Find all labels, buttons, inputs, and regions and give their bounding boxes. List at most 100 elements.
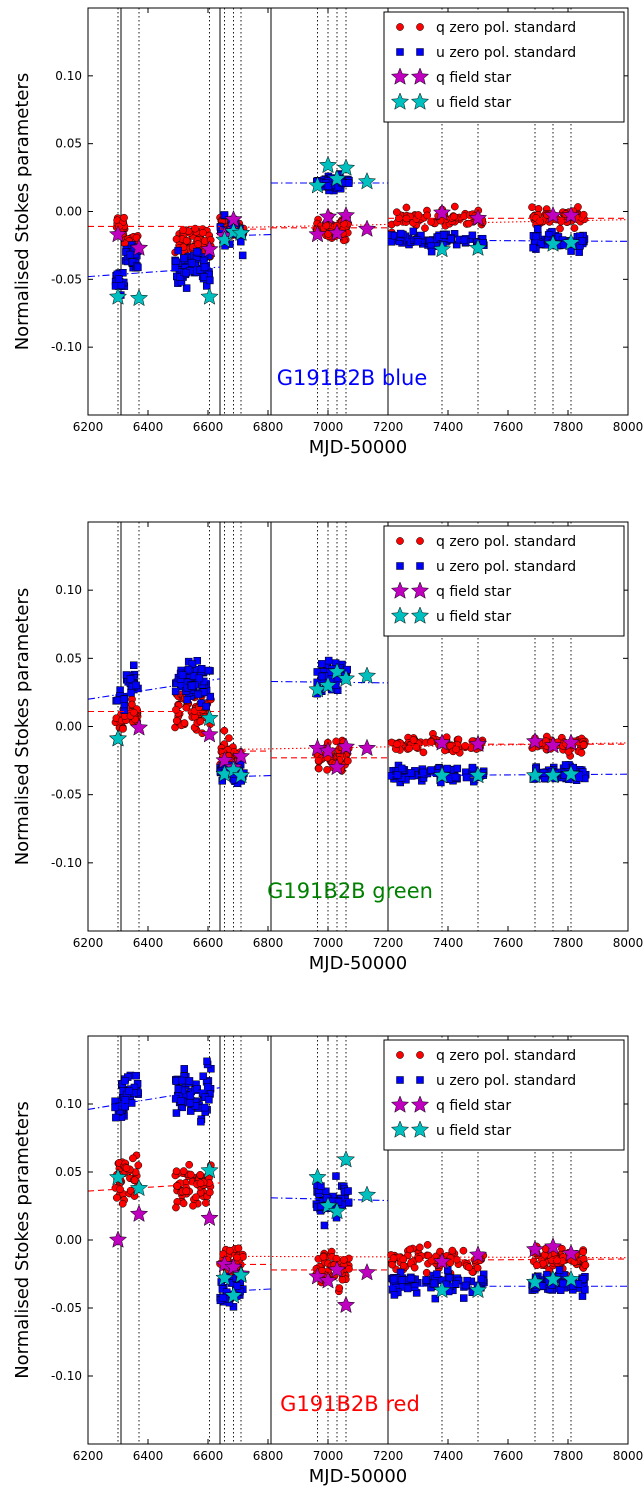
u-field-star [215,1268,234,1286]
u-standard-point [132,1071,140,1080]
u-field-star [468,1280,488,1299]
q-standard-point [185,1160,194,1169]
panel-label: G191B2B blue [277,366,428,390]
u-standard-point [121,1096,130,1104]
q-standard-point [557,217,565,226]
u-field-star [525,765,545,784]
y-axis-label: Normalised Stokes parameters [12,588,33,866]
q-field-star [200,725,219,743]
q-standard-point [465,1263,473,1272]
q-standard-point [579,1248,588,1256]
u-field-star [108,729,128,747]
panel-label: G191B2B green [267,879,433,903]
u-standard-point [125,1087,133,1096]
q-standard-point [182,703,191,712]
u-field-star [129,1178,149,1197]
q-standard-point [323,766,331,774]
u-standard-point [121,1076,129,1085]
legend-u-marker [416,48,424,56]
q-field-star [543,205,563,224]
legend-u-star-marker [390,606,410,624]
u-standard-point [199,1072,207,1080]
legend-q-marker [416,1051,424,1059]
x-axis-label: MJD-50000 [309,1466,407,1487]
q-field-star [357,219,377,237]
u-standard-point [182,284,191,292]
panel-2: 6200 6400 6600 6800 7000 7200 7400 7600 7800 8000… [12,521,643,974]
q-field-star [129,718,149,736]
u-field-star [432,765,452,784]
u-standard-point [447,235,455,243]
u-standard-point [575,248,583,256]
u-standard-point [443,764,451,773]
q-field-star [468,734,488,753]
q-standard-point [179,1199,188,1208]
x-tick-label: 7800 [553,936,584,950]
y-tick-label: -0.10 [51,340,82,354]
x-tick-label: 7400 [433,1449,464,1463]
x-tick-label: 6800 [253,420,284,434]
y-tick-label: -0.05 [51,788,82,802]
plot-area [88,522,628,931]
legend-u-star-marker [410,92,430,110]
u-field-star [561,233,581,251]
q-standard-point [448,1246,457,1255]
q-field-star [543,735,563,754]
q-standard-point [581,1261,590,1269]
x-tick-label: 8000 [613,1449,643,1463]
legend-q-marker [396,1051,404,1059]
u-standard-point [113,696,122,705]
q-field-star [129,1204,149,1222]
u-standard-point [578,1292,587,1300]
u-standard-point [398,1276,406,1284]
q-standard-point [344,757,352,765]
q-field-star [308,738,327,757]
u-standard-point [556,1286,565,1294]
q-standard-point [452,745,460,754]
u-standard-point [468,763,477,772]
x-tick-label: 7000 [313,936,344,950]
q-field-star [432,733,452,751]
u-standard-point [130,661,138,669]
q-standard-point [414,211,423,219]
u-standard-point [120,695,129,703]
u-standard-point [460,1294,468,1302]
x-tick-label: 7600 [493,936,524,950]
q-standard-point [533,1261,541,1270]
q-field-star [108,224,128,243]
u-field-star [231,765,251,784]
u-field-star [336,669,356,687]
u-standard-point [390,1291,399,1299]
q-standard-point [579,210,588,219]
u-standard-point [111,1103,119,1112]
q-standard-point [405,1245,414,1254]
legend-label: u zero pol. standard [436,45,576,61]
q-fit-line [387,1258,628,1261]
u-standard-point [324,182,332,190]
q-standard-point [192,1193,200,1202]
x-tick-label: 6600 [193,420,224,434]
u-standard-point [419,768,428,777]
q-standard-point [423,1241,432,1249]
u-standard-point [477,1275,485,1284]
y-tick-label: -0.05 [51,272,82,286]
x-tick-label: 7600 [493,420,524,434]
q-field-star [200,1208,219,1227]
q-standard-point [122,1164,131,1172]
legend-q-star-marker [390,1095,410,1113]
u-field-star [543,234,563,252]
q-standard-point [410,1263,419,1272]
legend-label: u zero pol. standard [436,1073,576,1089]
q-field-star [432,203,452,221]
u-standard-point [344,1187,352,1195]
u-standard-point [396,229,405,238]
u-field-star [327,662,347,680]
u-field-star [468,765,488,784]
q-standard-point [120,213,128,222]
legend-u-marker [416,562,424,570]
q-standard-point [402,203,411,212]
u-standard-point [171,687,180,696]
panel-3: 6200 6400 6600 6800 7000 7200 7400 7600 7800 8000… [12,1035,643,1487]
q-standard-point [392,208,401,217]
